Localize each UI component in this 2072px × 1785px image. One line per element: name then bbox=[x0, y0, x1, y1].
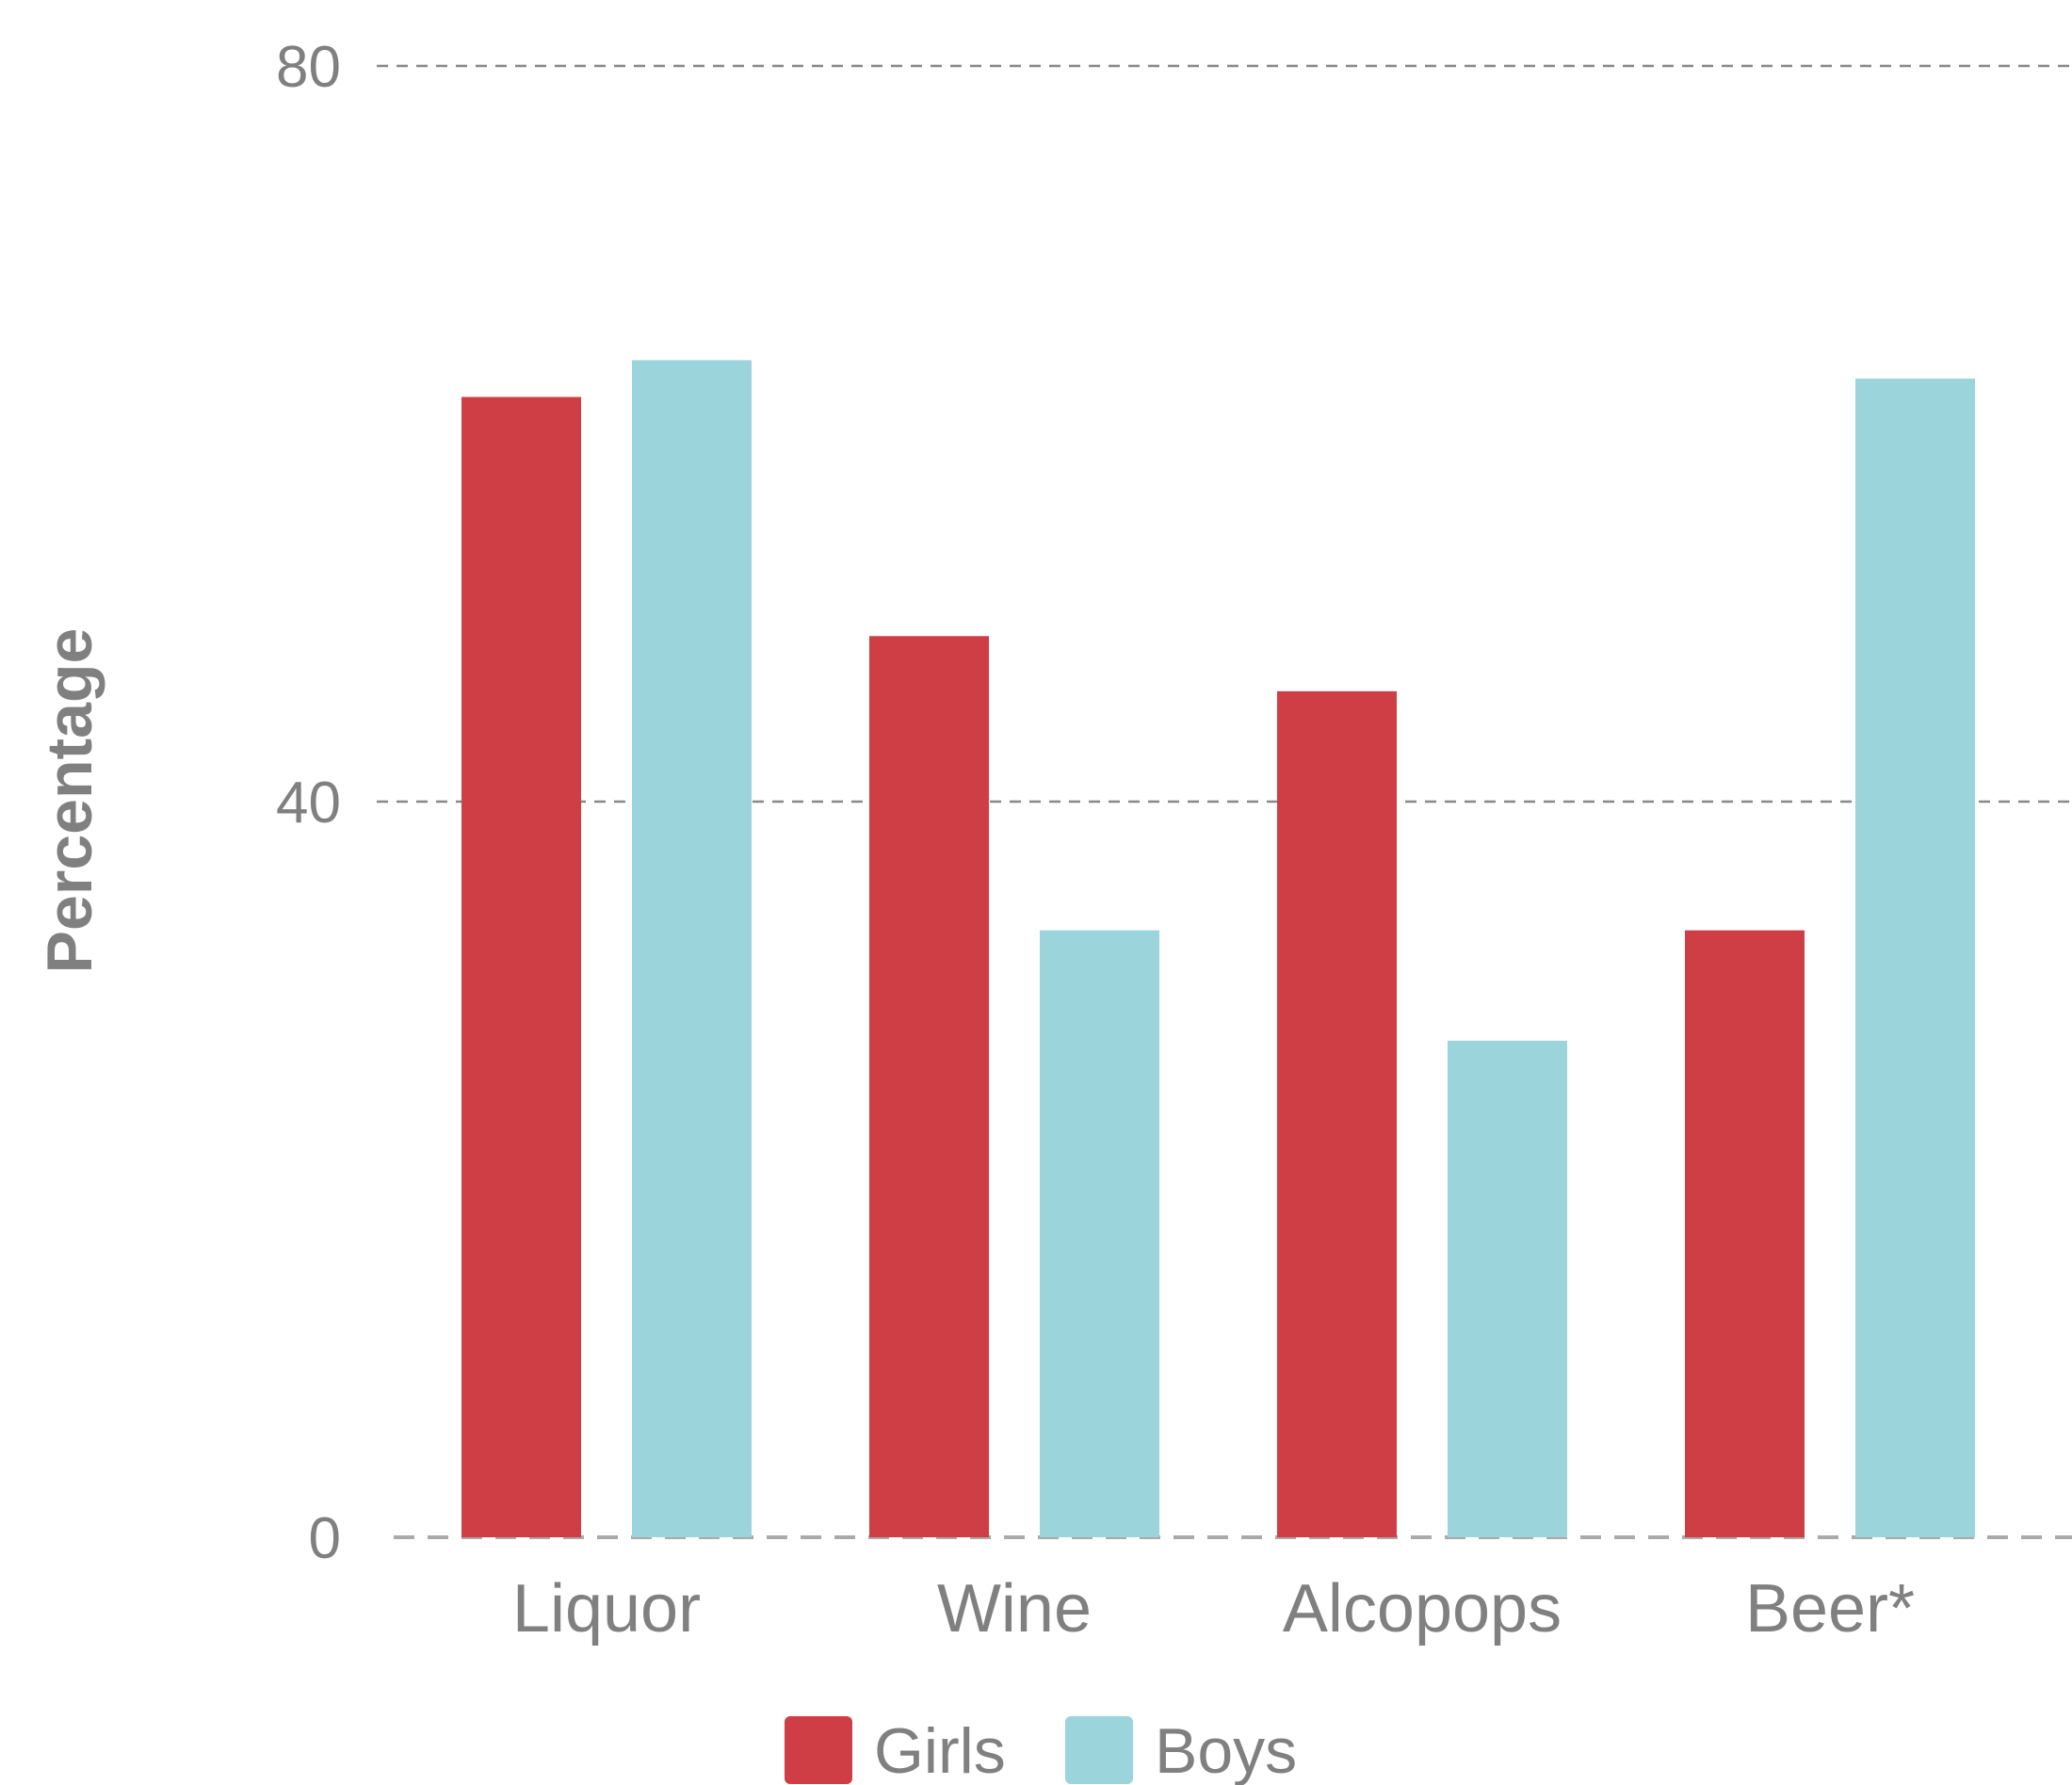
legend-label-boys: Boys bbox=[1155, 1715, 1297, 1785]
gridlines bbox=[377, 64, 2072, 1539]
x-tick-label: Wine bbox=[937, 1571, 1092, 1647]
y-tick-label: 0 bbox=[309, 1506, 341, 1571]
bar-girls-1 bbox=[869, 636, 989, 1537]
y-axis-title: Percentage bbox=[34, 628, 105, 974]
bar-girls-0 bbox=[461, 397, 581, 1538]
x-axis-labels: Liquor Wine Alcopops Beer* bbox=[512, 1571, 1915, 1647]
bar-girls-2 bbox=[1277, 690, 1397, 1537]
y-tick-label: 40 bbox=[276, 771, 341, 836]
legend-swatch-boys bbox=[1065, 1716, 1133, 1784]
bar-boys-3 bbox=[1855, 378, 1975, 1537]
legend: Girls Boys bbox=[785, 1715, 1297, 1785]
legend-swatch-girls bbox=[785, 1716, 852, 1784]
x-tick-label: Liquor bbox=[512, 1571, 701, 1647]
bar-boys-2 bbox=[1448, 1040, 1567, 1537]
y-tick-label: 80 bbox=[276, 35, 341, 100]
x-tick-label: Beer* bbox=[1745, 1571, 1915, 1647]
y-axis-ticks: 0 40 80 bbox=[276, 35, 341, 1571]
legend-label-girls: Girls bbox=[874, 1715, 1006, 1785]
bars bbox=[461, 360, 1975, 1538]
x-tick-label: Alcopops bbox=[1283, 1571, 1562, 1647]
bar-girls-3 bbox=[1685, 930, 1805, 1537]
bar-boys-1 bbox=[1040, 930, 1159, 1537]
bar-boys-0 bbox=[632, 360, 752, 1537]
